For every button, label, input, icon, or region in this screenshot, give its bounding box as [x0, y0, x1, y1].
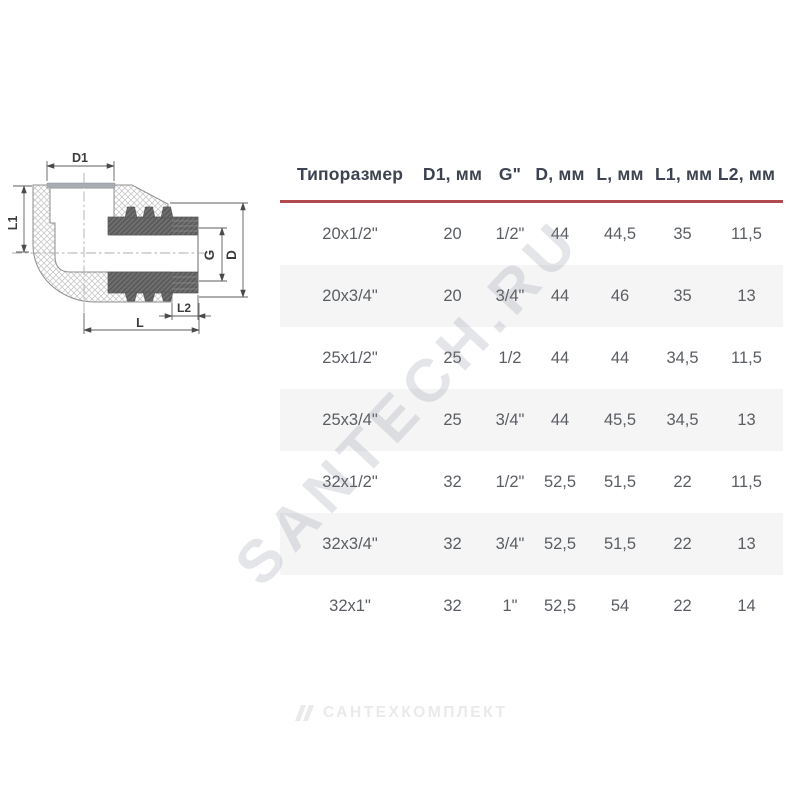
spec-table-header-row: Типоразмер D1, мм G" D, мм L, мм L1, мм …: [280, 148, 783, 200]
fitting-technical-drawing: D1 L1 G D L2 L: [8, 151, 248, 334]
col-header-tiporazmer: Типоразмер: [296, 163, 404, 184]
cell-g: 1": [502, 596, 518, 615]
cell-d: 44: [550, 410, 570, 429]
dim-g: [199, 227, 227, 282]
cell-l: 51,5: [603, 534, 637, 553]
table-row: 32x3/4" 32 3/4" 52,5 51,5 22 13: [280, 513, 783, 575]
table-row: 20x3/4" 20 3/4" 44 46 35 13: [280, 265, 783, 327]
table-row: 32x1" 32 1" 52,5 54 22 14: [280, 575, 783, 637]
cell-l2: 13: [737, 534, 756, 553]
label-l2: L2: [177, 301, 191, 315]
cell-d: 44: [550, 224, 570, 243]
cell-tiporazmer: 20x1/2": [322, 224, 378, 243]
dim-l1: [13, 185, 32, 253]
cell-l1: 34,5: [666, 410, 699, 429]
bottom-watermark-text: САНТЕХКОМПЛЕКТ: [323, 704, 508, 721]
cell-tiporazmer: 25x3/4": [322, 410, 378, 429]
table-header-divider: [280, 200, 783, 203]
cell-d1: 20: [443, 224, 462, 243]
cell-l: 44: [610, 348, 630, 367]
cell-d: 52,5: [543, 534, 577, 553]
col-header-l1: L1, мм: [655, 163, 713, 184]
cell-g: 1/2": [495, 224, 525, 243]
label-l1: L1: [8, 216, 20, 231]
table-row: 32x1/2" 32 1/2" 52,5 51,5 22 11,5: [280, 451, 783, 513]
cell-tiporazmer: 32x1": [329, 596, 371, 615]
table-row: 25x3/4" 25 3/4" 44 45,5 34,5 13: [280, 389, 783, 451]
col-header-d1: D1, мм: [422, 163, 483, 184]
col-header-d: D, мм: [535, 163, 585, 184]
socket-rim: [46, 182, 116, 189]
cell-l2: 11,5: [731, 472, 762, 491]
cell-d1: 32: [443, 596, 462, 615]
cell-tiporazmer: 20x3/4": [322, 286, 378, 305]
cell-l1: 35: [673, 224, 692, 243]
cell-d1: 32: [443, 534, 462, 553]
label-d: D: [224, 250, 239, 260]
cell-d1: 25: [443, 348, 462, 367]
spec-table-body: 20x1/2" 20 1/2" 44 44,5 35 11,5 20x3/4" …: [280, 203, 783, 637]
cell-g: 3/4": [495, 410, 525, 429]
cell-d: 52,5: [543, 472, 577, 491]
cell-g: 1/2: [498, 348, 522, 367]
table-row: 20x1/2" 20 1/2" 44 44,5 35 11,5: [280, 203, 783, 265]
col-header-g: G": [498, 163, 522, 184]
cell-g: 3/4": [495, 534, 525, 553]
label-g: G: [202, 250, 217, 261]
cell-l1: 34,5: [666, 348, 699, 367]
cell-tiporazmer: 32x3/4": [322, 534, 378, 553]
cell-l1: 22: [673, 472, 692, 491]
dim-d1: [46, 161, 115, 181]
label-l: L: [136, 316, 144, 330]
cell-l: 46: [610, 286, 630, 305]
dim-l2: [159, 295, 211, 320]
table-row: 25x1/2" 25 1/2 44 44 34,5 11,5: [280, 327, 783, 389]
cell-tiporazmer: 32x1/2": [322, 472, 378, 491]
cell-l2: 13: [737, 286, 756, 305]
col-header-l: L, мм: [596, 163, 644, 184]
cell-g: 3/4": [495, 286, 525, 305]
cell-l2: 13: [737, 410, 756, 429]
thread-band-top: [107, 206, 199, 236]
santehkomplekt-logo-icon: [295, 705, 314, 721]
cell-d: 44: [550, 348, 570, 367]
spec-table: Типоразмер D1, мм G" D, мм L, мм L1, мм …: [280, 148, 783, 637]
dim-l: [83, 303, 200, 334]
cell-tiporazmer: 25x1/2": [322, 348, 378, 367]
bottom-watermark: САНТЕХКОМПЛЕКТ: [292, 701, 507, 725]
centerlines: [12, 173, 204, 313]
cell-d1: 32: [443, 472, 462, 491]
cell-l1: 22: [673, 596, 692, 615]
cell-l1: 22: [673, 534, 692, 553]
thread-striations: [172, 220, 198, 290]
cell-l: 44,5: [603, 224, 637, 243]
cell-d1: 25: [443, 410, 462, 429]
cell-l: 45,5: [603, 410, 637, 429]
cell-d: 52,5: [543, 596, 577, 615]
cell-l2: 14: [737, 596, 756, 615]
cell-l1: 35: [673, 286, 692, 305]
cell-l: 54: [610, 596, 630, 615]
label-d1: D1: [72, 151, 88, 165]
cell-l: 51,5: [603, 472, 637, 491]
cell-l2: 11,5: [731, 348, 762, 367]
cell-g: 1/2": [495, 472, 525, 491]
cell-d: 44: [550, 286, 570, 305]
cell-d1: 20: [443, 286, 462, 305]
col-header-l2: L2, мм: [717, 163, 776, 184]
cell-l2: 11,5: [731, 224, 762, 243]
dim-d: [170, 202, 248, 298]
